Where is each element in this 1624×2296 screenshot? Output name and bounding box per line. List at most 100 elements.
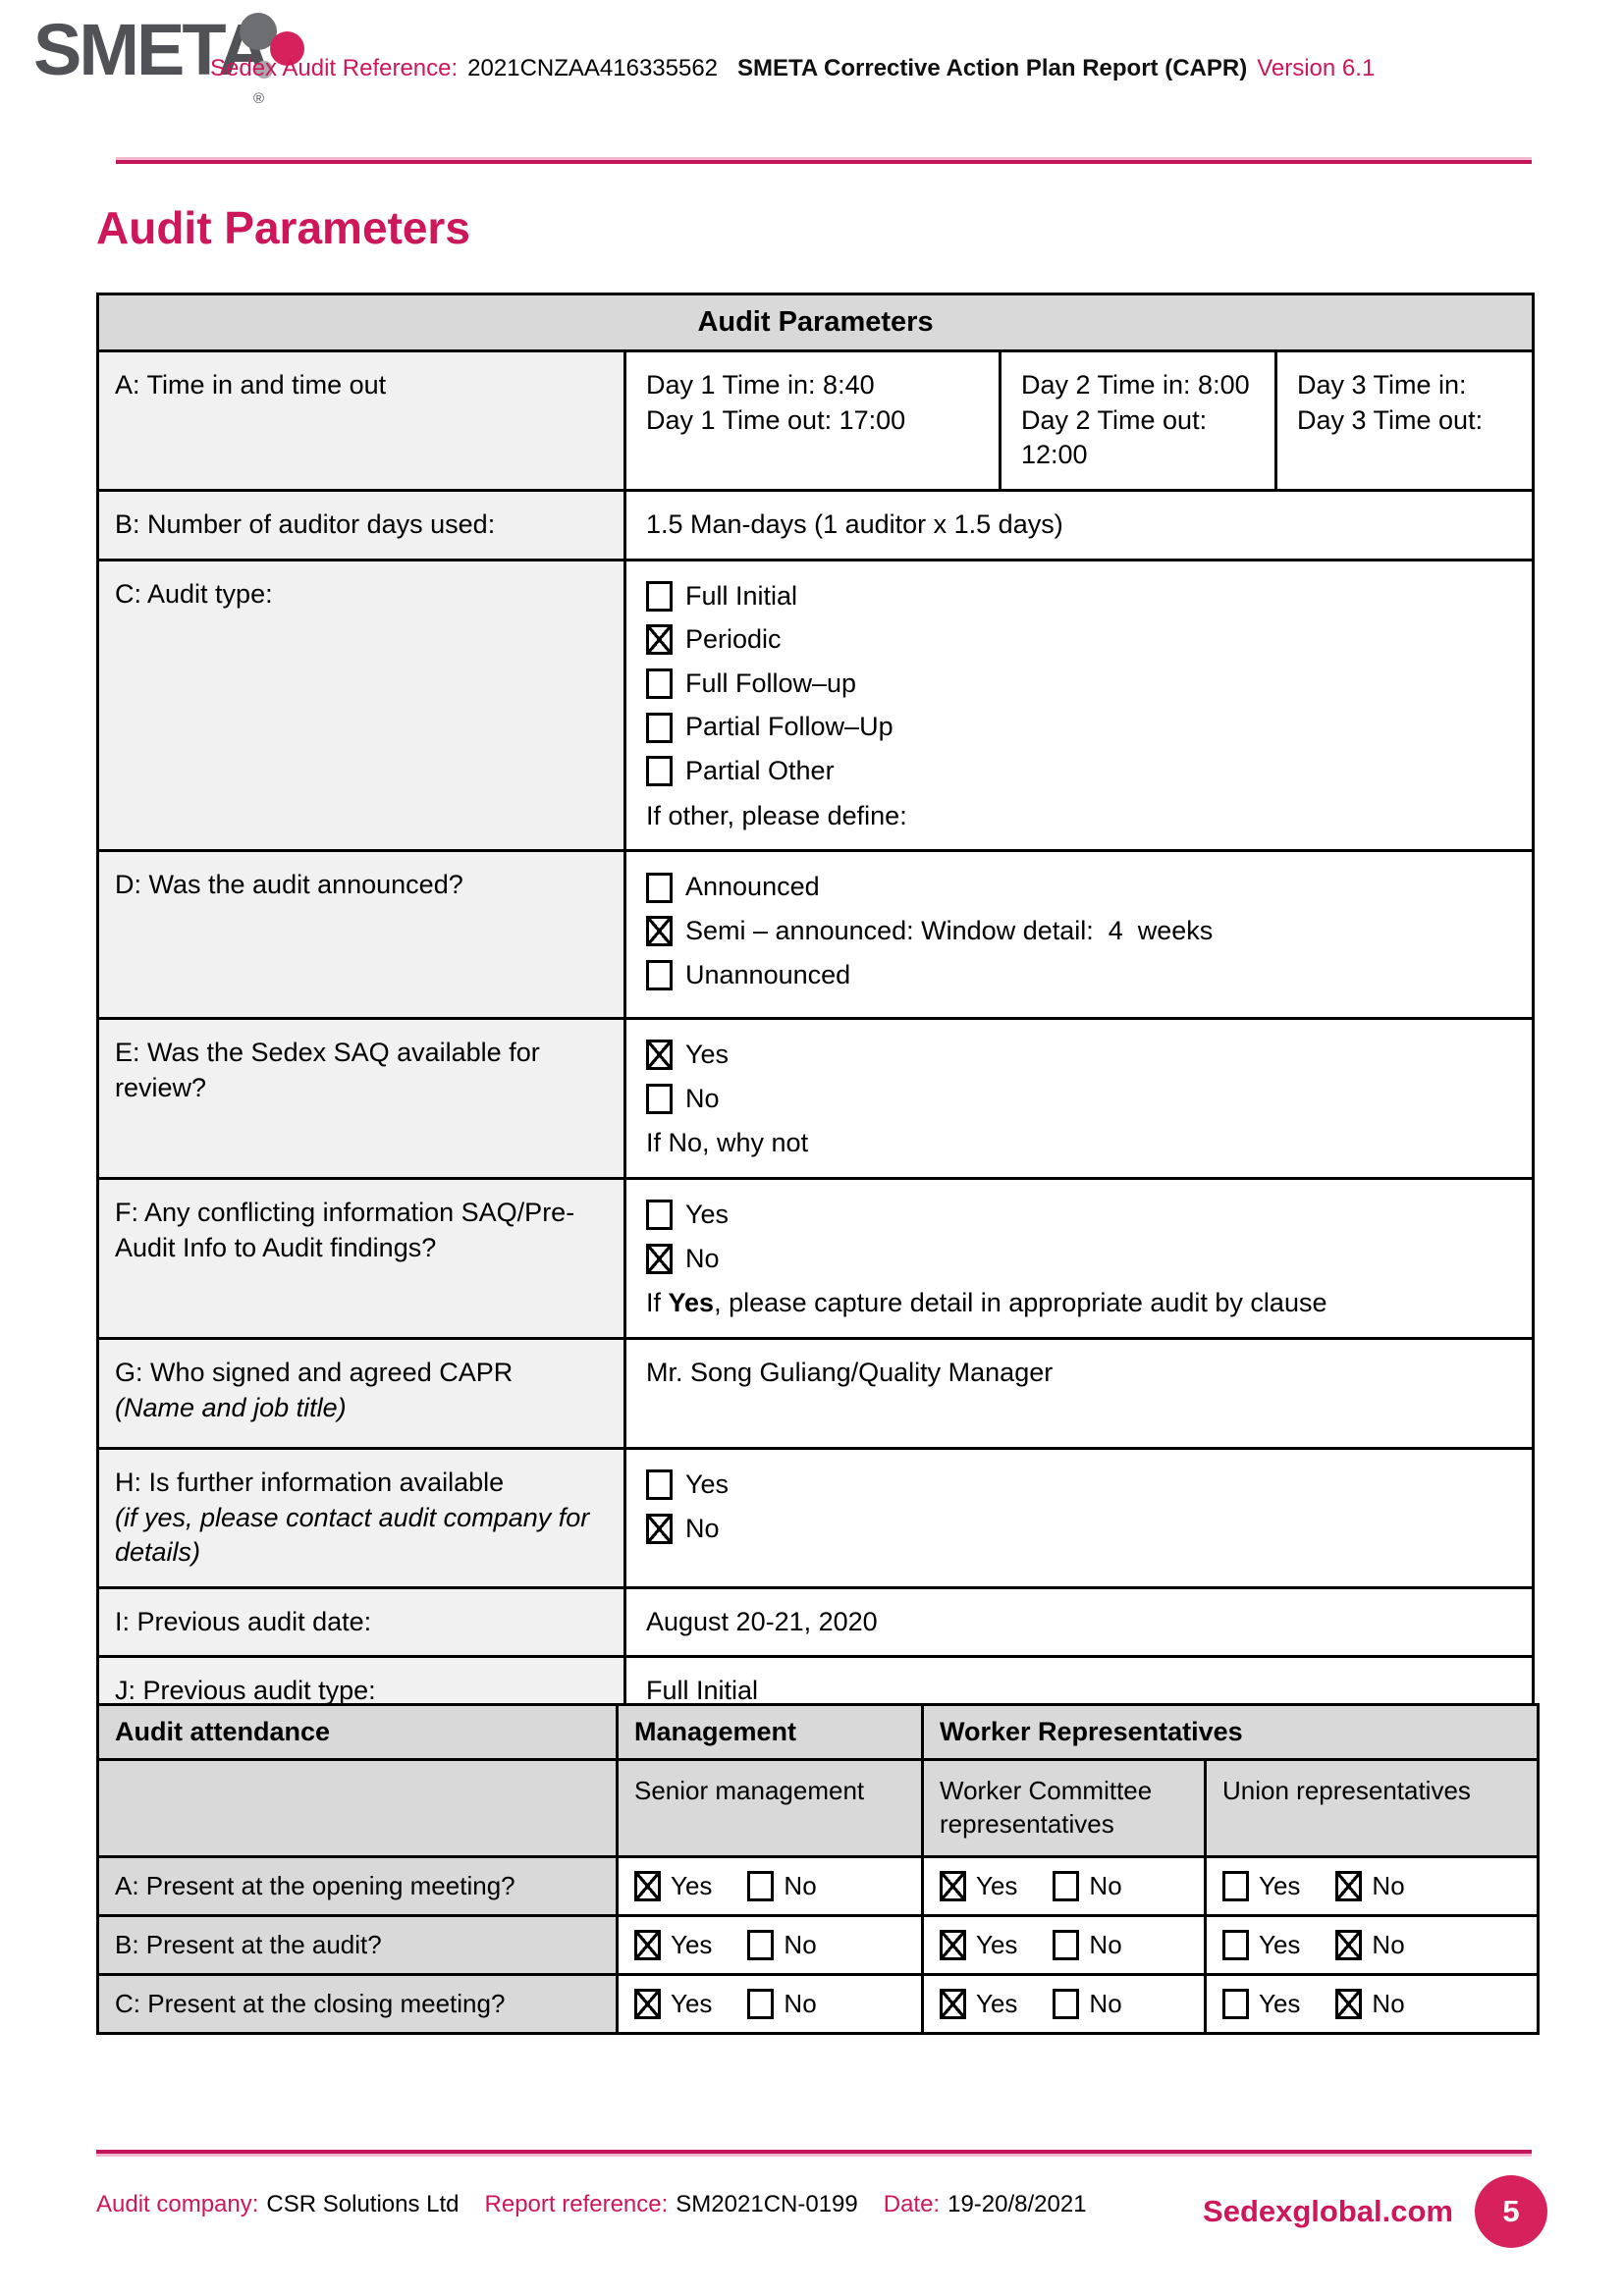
checkbox-saq-yes [646, 1040, 673, 1071]
row-g-value: Mr. Song Guliang/Quality Manager [623, 1336, 1536, 1450]
no-label: No [1089, 1870, 1122, 1900]
checkbox-semi-announced [646, 916, 673, 947]
option-label: Partial Other [685, 756, 835, 785]
attendance-row-opening: A: Present at the opening meeting? Yes N… [96, 1854, 1540, 1917]
day2-time-out: Day 2 Time out: [1021, 404, 1208, 435]
checkbox-closing-senior-no [747, 1988, 775, 2019]
footer-branding: Sedexglobal.com 5 [1203, 2175, 1547, 2248]
option-label: Periodic [685, 624, 782, 655]
audit-reference-value: 2021CNZAA416335562 [467, 55, 719, 81]
opening-worker-committee-cell: Yes No [921, 1854, 1207, 1917]
option-label: Announced [685, 872, 820, 902]
checkbox-unannounced [646, 959, 673, 990]
option-further-yes: Yes [646, 1468, 1512, 1503]
table-title: Audit Parameters [95, 293, 1536, 352]
option-label: Yes [685, 1200, 730, 1229]
option-label: Yes [685, 1040, 730, 1070]
subheader-union-representatives: Union representatives [1204, 1758, 1540, 1858]
row-f-label: F: Any conflicting information SAQ/Pre-A… [96, 1177, 626, 1340]
option-label: Yes [685, 1468, 730, 1499]
row-a-day1: Day 1 Time in: 8:40 Day 1 Time out: 17:0… [623, 349, 1001, 492]
row-f-value: Yes No If Yes, please capture detail in … [623, 1177, 1536, 1340]
row-c-note: If other, please define: [646, 800, 907, 830]
no-label: No [784, 1988, 817, 2018]
row-g-label-text: G: Who signed and agreed CAPR [115, 1357, 514, 1387]
yes-label: Yes [1259, 1988, 1301, 2018]
checkbox-audit-union-no [1335, 1929, 1363, 1960]
sedexglobal-site-text: Sedexglobal.com [1203, 2194, 1453, 2228]
checkbox-closing-union-yes [1222, 1988, 1249, 2019]
no-label: No [784, 1929, 817, 1959]
row-h-label-text: H: Is further information available [115, 1467, 505, 1497]
checkbox-closing-wc-yes [940, 1988, 966, 2019]
checkbox-conflict-yes [646, 1200, 673, 1231]
option-unannounced: Unannounced [646, 958, 1512, 993]
checkbox-periodic [646, 624, 673, 656]
row-previous-audit-date: I: Previous audit date: August 20-21, 20… [96, 1585, 1536, 1659]
row-h-label: H: Is further information available (if … [96, 1446, 626, 1589]
note-bold: Yes [668, 1288, 715, 1318]
row-g-label: G: Who signed and agreed CAPR (Name and … [96, 1336, 626, 1450]
checkbox-announced [646, 872, 673, 903]
audit-parameters-table: Audit Parameters A: Time in and time out… [95, 293, 1536, 1873]
date-label: Date: [883, 2191, 941, 2217]
footer-divider-rule [96, 2150, 1532, 2154]
report-version: Version 6.1 [1257, 55, 1376, 81]
registered-mark: ® [253, 90, 265, 107]
no-label: No [1089, 1929, 1122, 1959]
option-announced: Announced [646, 870, 1512, 905]
no-label: No [1372, 1929, 1405, 1959]
yes-label: Yes [976, 1988, 1018, 2018]
option-partial-follow-up: Partial Follow–Up [646, 710, 1512, 745]
day2-time-out-value: 12:00 [1021, 440, 1088, 470]
option-label: Semi – announced: Window detail: 4 weeks [685, 915, 1214, 945]
option-conflict-no: No [646, 1242, 1512, 1277]
yes-label: Yes [976, 1929, 1018, 1959]
yes-label: Yes [671, 1870, 713, 1900]
row-d-value: Announced Semi – announced: Window detai… [623, 849, 1536, 1021]
opening-union-cell: Yes No [1204, 1854, 1540, 1917]
footer-report-info: Audit company: CSR Solutions Ltd Report re… [96, 2191, 1087, 2218]
day3-time-in: Day 3 Time in: [1297, 370, 1467, 400]
yes-label: Yes [976, 1870, 1018, 1900]
row-time-in-out: A: Time in and time out Day 1 Time in: 8… [96, 349, 1536, 492]
checkbox-opening-wc-yes [940, 1870, 966, 1901]
header-divider-rule [116, 160, 1532, 164]
day1-time-out: Day 1 Time out: 17:00 [646, 404, 906, 435]
checkbox-opening-union-no [1335, 1870, 1363, 1901]
closing-union-cell: Yes No [1204, 1972, 1540, 2035]
checkbox-partial-other [646, 756, 673, 787]
row-b-label: B: Number of auditor days used: [96, 488, 626, 561]
row-a-day2: Day 2 Time in: 8:00 Day 2 Time out: 12:0… [999, 349, 1277, 492]
row-c-value: Full Initial Periodic Full Follow–up Par… [623, 558, 1536, 853]
option-periodic: Periodic [646, 622, 1512, 658]
yes-label: Yes [1259, 1929, 1301, 1959]
checkbox-audit-union-yes [1222, 1929, 1249, 1960]
yes-label: Yes [1259, 1870, 1301, 1900]
option-label: No [685, 1083, 720, 1113]
row-audit-type: C: Audit type: Full Initial Periodic Ful… [96, 558, 1536, 853]
option-full-initial: Full Initial [646, 579, 1512, 614]
day2-time-in: Day 2 Time in: 8:00 [1021, 370, 1250, 400]
checkbox-partial-follow-up [646, 712, 673, 743]
option-saq-yes: Yes [646, 1038, 1512, 1073]
option-partial-other: Partial Other [646, 754, 1512, 789]
row-i-label: I: Previous audit date: [96, 1585, 626, 1659]
option-label: Full Initial [685, 580, 798, 611]
checkbox-further-yes [646, 1469, 673, 1501]
page-number-badge: 5 [1475, 2175, 1547, 2248]
row-e-value: Yes No If No, why not [623, 1017, 1536, 1180]
smeta-logo: SMETA ® [33, 10, 348, 118]
option-label: Partial Follow–Up [685, 712, 893, 742]
attendance-subheader-empty [96, 1758, 619, 1858]
date-value: 19-20/8/2021 [947, 2191, 1087, 2217]
checkbox-full-initial [646, 580, 673, 612]
checkbox-opening-senior-yes [634, 1870, 661, 1901]
row-g-label-note: (Name and job title) [115, 1392, 347, 1422]
attendance-row-audit: B: Present at the audit? Yes No Yes No Y… [96, 1913, 1540, 1976]
table-header-row: Audit Parameters [95, 293, 1536, 352]
row-audit-announced: D: Was the audit announced? Announced Se… [96, 849, 1536, 1021]
checkbox-closing-senior-yes [634, 1988, 661, 2019]
logo-dot-pink [270, 31, 304, 66]
